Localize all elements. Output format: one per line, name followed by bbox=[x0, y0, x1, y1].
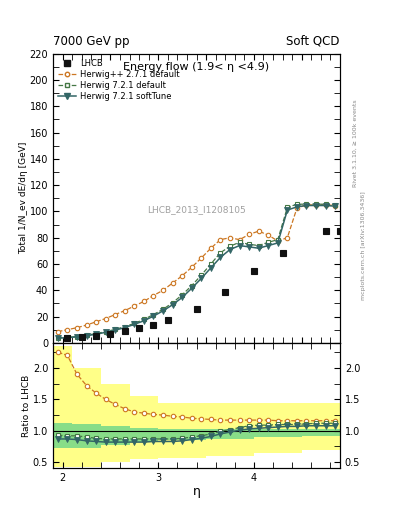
X-axis label: η: η bbox=[193, 485, 200, 498]
Text: Energy flow (1.9< η <4.9): Energy flow (1.9< η <4.9) bbox=[123, 62, 270, 72]
Text: Soft QCD: Soft QCD bbox=[286, 35, 340, 48]
Text: 7000 GeV pp: 7000 GeV pp bbox=[53, 35, 130, 48]
Text: Rivet 3.1.10, ≥ 100k events: Rivet 3.1.10, ≥ 100k events bbox=[353, 99, 358, 187]
Text: mcplots.cern.ch [arXiv:1306.3436]: mcplots.cern.ch [arXiv:1306.3436] bbox=[361, 191, 366, 300]
Text: LHCB_2013_I1208105: LHCB_2013_I1208105 bbox=[147, 205, 246, 215]
Y-axis label: Ratio to LHCB: Ratio to LHCB bbox=[22, 374, 31, 437]
Y-axis label: Total 1/N_ev dE/dη [GeV]: Total 1/N_ev dE/dη [GeV] bbox=[19, 142, 28, 254]
Legend: LHCB, Herwig++ 2.7.1 default, Herwig 7.2.1 default, Herwig 7.2.1 softTune: LHCB, Herwig++ 2.7.1 default, Herwig 7.2… bbox=[56, 57, 181, 103]
